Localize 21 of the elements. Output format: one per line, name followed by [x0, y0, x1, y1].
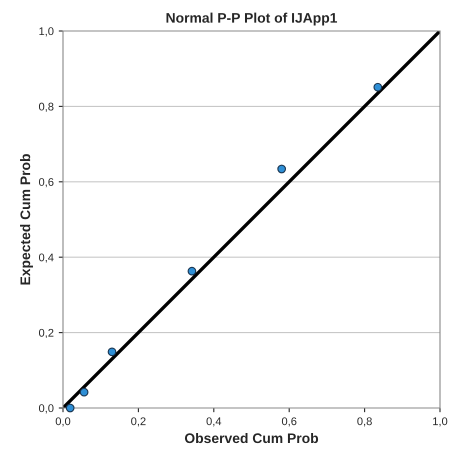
- x-tick-label: 0,2: [131, 417, 146, 426]
- x-axis-title: Observed Cum Prob: [184, 432, 318, 444]
- y-tick-label: 0,2: [38, 328, 54, 338]
- x-tick-label: 0,0: [56, 417, 70, 426]
- x-tick-label: 1,0: [433, 417, 448, 426]
- y-tick-label: 0,8: [38, 102, 54, 112]
- x-tick-label: 0,8: [357, 417, 372, 426]
- point: [66, 404, 75, 412]
- y-tick-label: 0,4: [38, 253, 54, 263]
- y-tick-label: 1,0: [39, 27, 54, 36]
- point: [373, 82, 382, 92]
- chart-title: Normal P-P Plot of IJApp1: [166, 12, 338, 26]
- x-tick-label: 0,6: [282, 417, 296, 426]
- point: [277, 164, 286, 174]
- point: [80, 388, 88, 397]
- y-tick-label: 0,6: [38, 178, 54, 188]
- x-tick-label: 0,4: [206, 417, 222, 426]
- point: [108, 347, 116, 356]
- point: [188, 266, 196, 276]
- y-tick-label: 0,0: [38, 404, 54, 414]
- y-axis-title: Expected Cum Prob: [20, 154, 33, 285]
